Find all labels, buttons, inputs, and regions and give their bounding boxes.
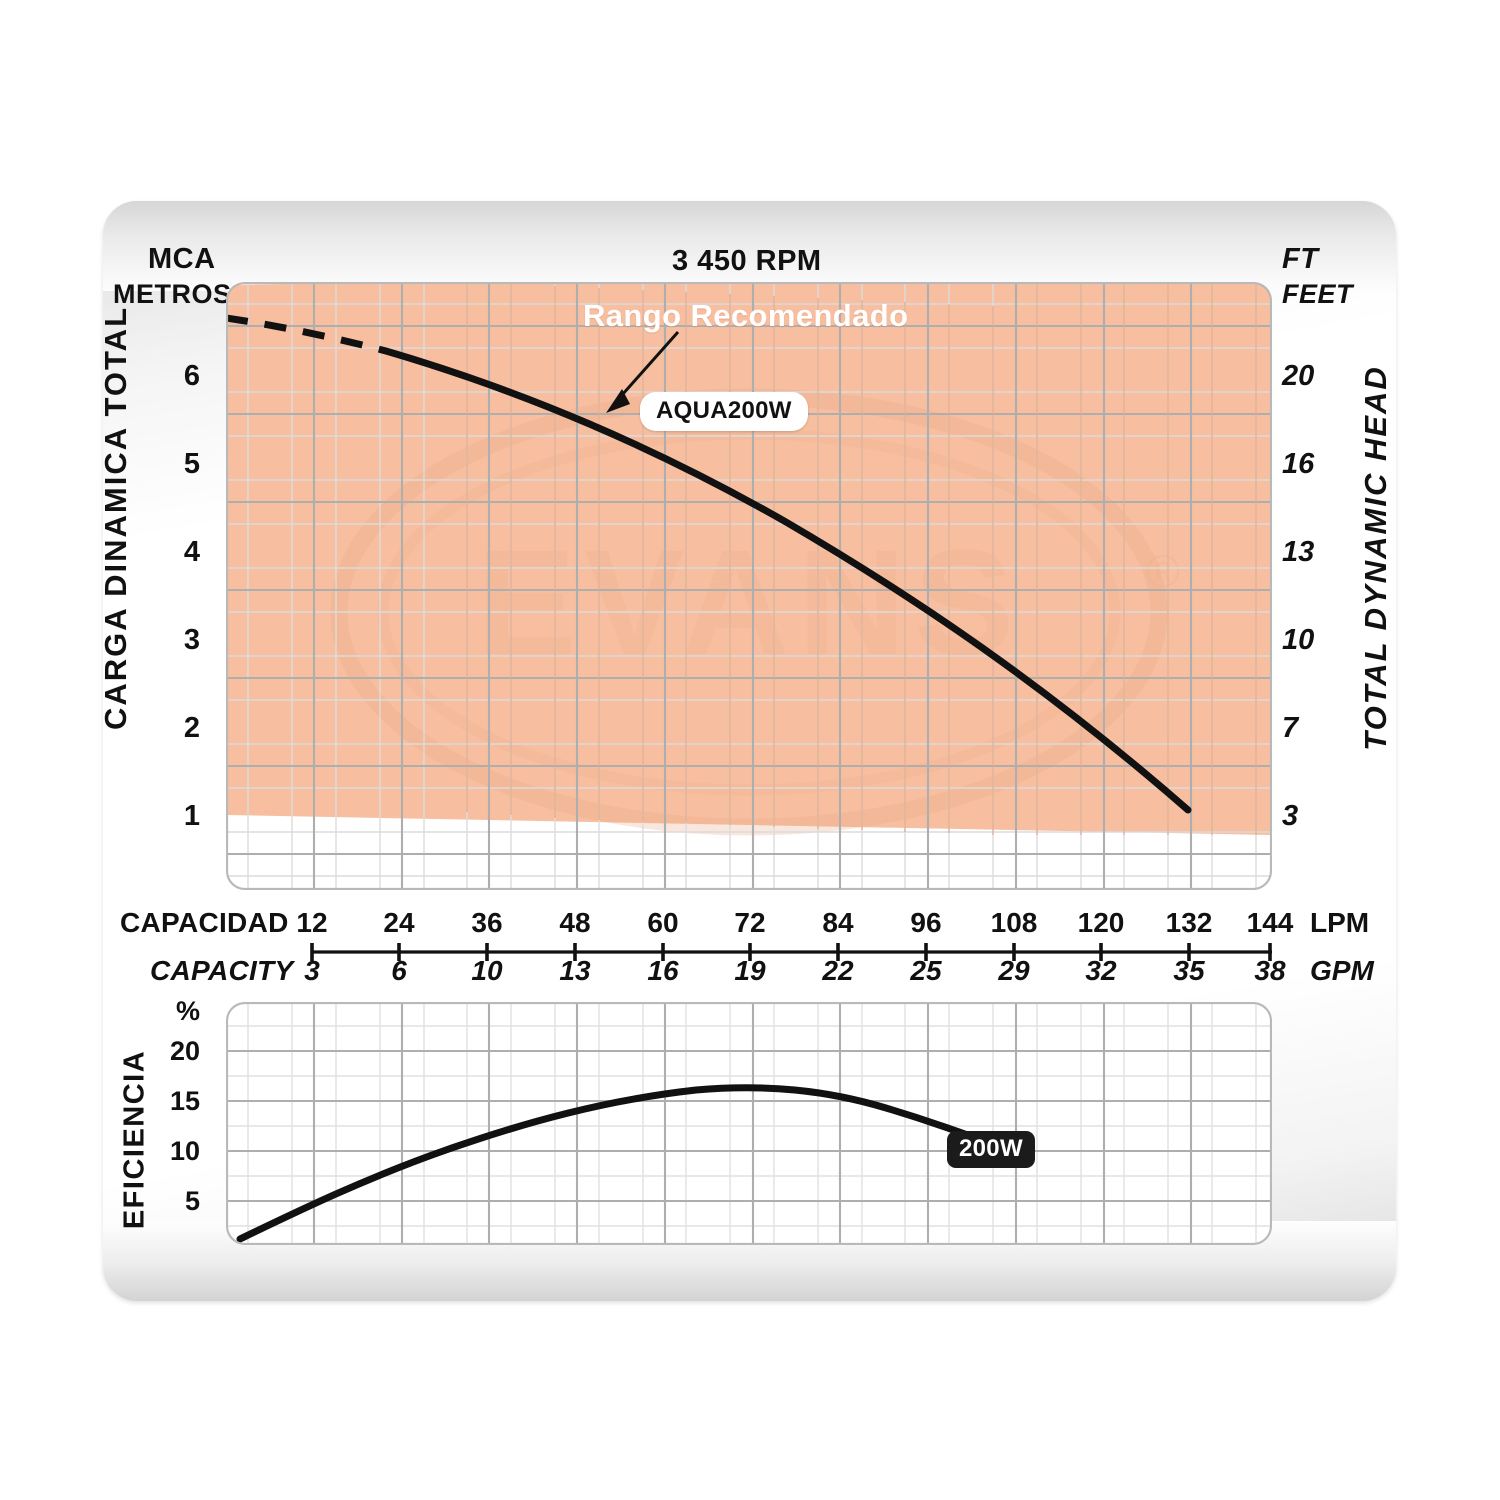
right-tick-7: 7 [1282, 712, 1299, 744]
efficiency-axis-ticks: % 20 15 10 5 [140, 0, 200, 1500]
gpm-tick-4: 13 [559, 955, 591, 986]
efficiency-curve [236, 1084, 1030, 1243]
gpm-tick-3: 10 [471, 955, 503, 986]
left-tick-4: 4 [183, 536, 200, 568]
left-unit-name: METROS [113, 279, 232, 309]
svg-text:EVANS: EVANS [476, 518, 1022, 686]
head-capacity-plot: EVANS ® [226, 282, 1272, 890]
right-tick-20: 20 [1282, 360, 1315, 392]
gpm-tick-1: 3 [304, 955, 320, 986]
efficiency-tick-5: 5 [184, 1186, 200, 1216]
gpm-tick-6: 19 [734, 955, 766, 986]
curve-label-callout: AQUA200W [640, 392, 808, 431]
lpm-tick-6: 72 [734, 907, 766, 938]
left-tick-1: 1 [183, 800, 200, 832]
lpm-tick-5: 60 [647, 907, 679, 938]
recommended-range-label: Rango Recomendado [583, 298, 909, 333]
efficiency-svg [226, 1002, 1272, 1245]
gpm-tick-2: 6 [391, 955, 407, 986]
right-axis-ticks: 20 16 13 10 7 3 [1282, 0, 1342, 1500]
efficiency-tick-20: 20 [169, 1036, 200, 1066]
chart-title-rpm: 3 450 RPM [672, 245, 822, 277]
gpm-tick-7: 22 [822, 955, 854, 986]
capacity-axis-ruler [310, 943, 1272, 961]
left-axis-title: CARGA DINAMICA TOTAL [98, 305, 133, 731]
right-unit-name: FEET [1282, 279, 1354, 309]
efficiency-plot-border [226, 1002, 1272, 1245]
svg-text:®: ® [1146, 545, 1180, 597]
lpm-tick-11: 132 [1165, 907, 1213, 938]
right-axis-title: TOTAL DYNAMIC HEAD [1358, 365, 1393, 751]
efficiency-unit-symbol: % [175, 996, 200, 1026]
efficiency-plot [226, 1002, 1272, 1245]
gpm-tick-10: 32 [1085, 955, 1117, 986]
grid-over-region [466, 282, 1257, 835]
lpm-tick-1: 12 [296, 907, 328, 938]
right-unit-abbr: FT [1282, 243, 1319, 275]
lpm-tick-2: 24 [383, 907, 415, 938]
right-tick-3: 3 [1282, 800, 1299, 832]
efficiency-tick-10: 10 [169, 1136, 200, 1166]
left-tick-2: 2 [183, 712, 200, 744]
left-tick-6: 6 [183, 360, 200, 392]
left-axis-ticks: 6 5 4 3 2 1 [140, 0, 200, 1500]
left-unit-abbr: MCA [148, 243, 216, 275]
gpm-tick-5: 16 [647, 955, 679, 986]
left-tick-5: 5 [183, 448, 200, 480]
pump-curve-dashed [226, 314, 387, 355]
pump-curve-solid [382, 347, 1192, 814]
lpm-unit-label: LPM [1310, 907, 1370, 938]
gpm-tick-11: 35 [1173, 955, 1205, 986]
lpm-tick-4: 48 [559, 907, 591, 938]
lpm-tick-3: 36 [471, 907, 503, 938]
curve-callout-arrow [606, 331, 680, 413]
gpm-tick-9: 29 [998, 955, 1030, 986]
right-tick-10: 10 [1282, 624, 1315, 656]
gpm-tick-12: 38 [1254, 955, 1286, 986]
lpm-tick-10: 120 [1077, 907, 1125, 938]
head-capacity-svg: EVANS ® [226, 282, 1272, 890]
capacity-label-es: CAPACIDAD [120, 907, 289, 938]
lpm-tick-7: 84 [822, 907, 854, 938]
lpm-tick-8: 96 [910, 907, 942, 938]
right-tick-13: 13 [1282, 536, 1315, 568]
efficiency-tick-15: 15 [169, 1086, 200, 1116]
recommended-range-area [226, 282, 1272, 835]
right-tick-16: 16 [1282, 448, 1315, 480]
gpm-tick-8: 25 [910, 955, 942, 986]
eff-grid-minor [226, 1002, 1272, 1245]
lpm-tick-12: 144 [1246, 907, 1294, 938]
power-badge: 200W [947, 1131, 1035, 1168]
left-tick-3: 3 [183, 624, 200, 656]
plot-border [226, 282, 1272, 890]
lpm-tick-9: 108 [990, 907, 1038, 938]
gpm-unit-label: GPM [1310, 955, 1374, 986]
capacity-label-en: CAPACITY [150, 955, 294, 986]
